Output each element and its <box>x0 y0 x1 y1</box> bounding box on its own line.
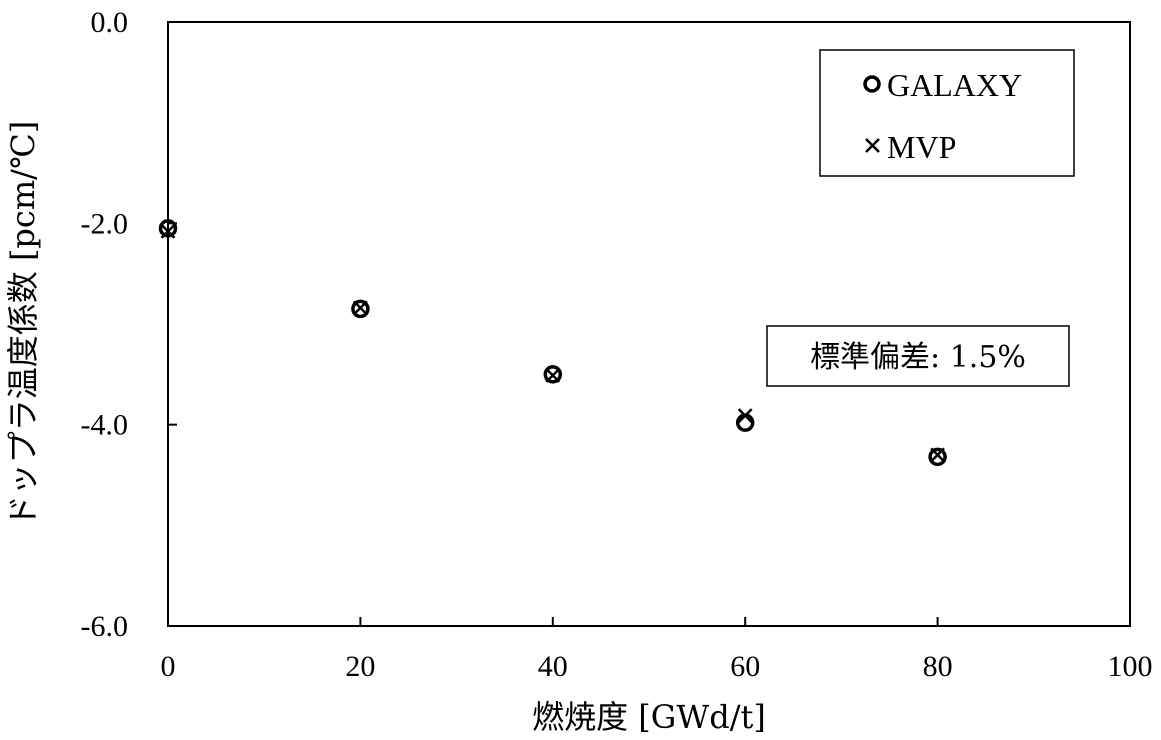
y-tick-label--2.0: -2.0 <box>81 207 129 240</box>
galaxy-point-4 <box>928 447 947 467</box>
mvp-point-3 <box>737 408 753 423</box>
annotation-box: 標準偏差: 1.5% <box>766 325 1070 387</box>
mvp-point-0 <box>160 224 176 239</box>
plot-area <box>167 21 1131 627</box>
galaxy-point-0 <box>158 219 178 238</box>
data-markers <box>158 219 947 467</box>
legend-box <box>819 49 1075 177</box>
y-tick-label-0.0: 0.0 <box>91 6 129 39</box>
galaxy-point-3 <box>735 413 755 432</box>
x-tick-label-0: 0 <box>161 650 176 683</box>
x-tick-label-80: 80 <box>923 650 953 683</box>
galaxy-point-1 <box>351 299 370 319</box>
legend: GALAXY MVP <box>819 49 1075 177</box>
y-axis-ticks <box>168 21 177 627</box>
legend-label-galaxy: GALAXY <box>887 67 1022 103</box>
y-tick-label--6.0: -6.0 <box>81 610 129 643</box>
y-axis-title: ドップラ温度係数 [pcm/℃] <box>4 121 42 527</box>
x-axis-title: 燃焼度 [GWd/t] <box>532 698 766 736</box>
annotation-frame <box>766 325 1070 387</box>
mvp-point-2 <box>545 367 561 383</box>
legend-circle-marker <box>863 75 881 93</box>
x-axis-ticks <box>167 617 1131 626</box>
x-tick-label-40: 40 <box>538 650 568 683</box>
x-axis-tick-labels: 0 20 40 60 80 100 <box>161 650 1153 683</box>
mvp-point-1 <box>353 300 368 316</box>
galaxy-point-2 <box>543 365 563 384</box>
legend-label-mvp: MVP <box>887 129 956 165</box>
x-tick-label-60: 60 <box>730 650 760 683</box>
x-tick-label-100: 100 <box>1108 650 1153 683</box>
mvp-point-4 <box>930 447 945 463</box>
y-axis-tick-labels: 0.0 -2.0 -4.0 -6.0 <box>81 6 129 643</box>
annotation-text: 標準偏差: 1.5% <box>810 340 1026 375</box>
y-tick-label--4.0: -4.0 <box>81 409 129 442</box>
legend-x-marker <box>865 138 880 153</box>
x-tick-label-20: 20 <box>345 650 375 683</box>
